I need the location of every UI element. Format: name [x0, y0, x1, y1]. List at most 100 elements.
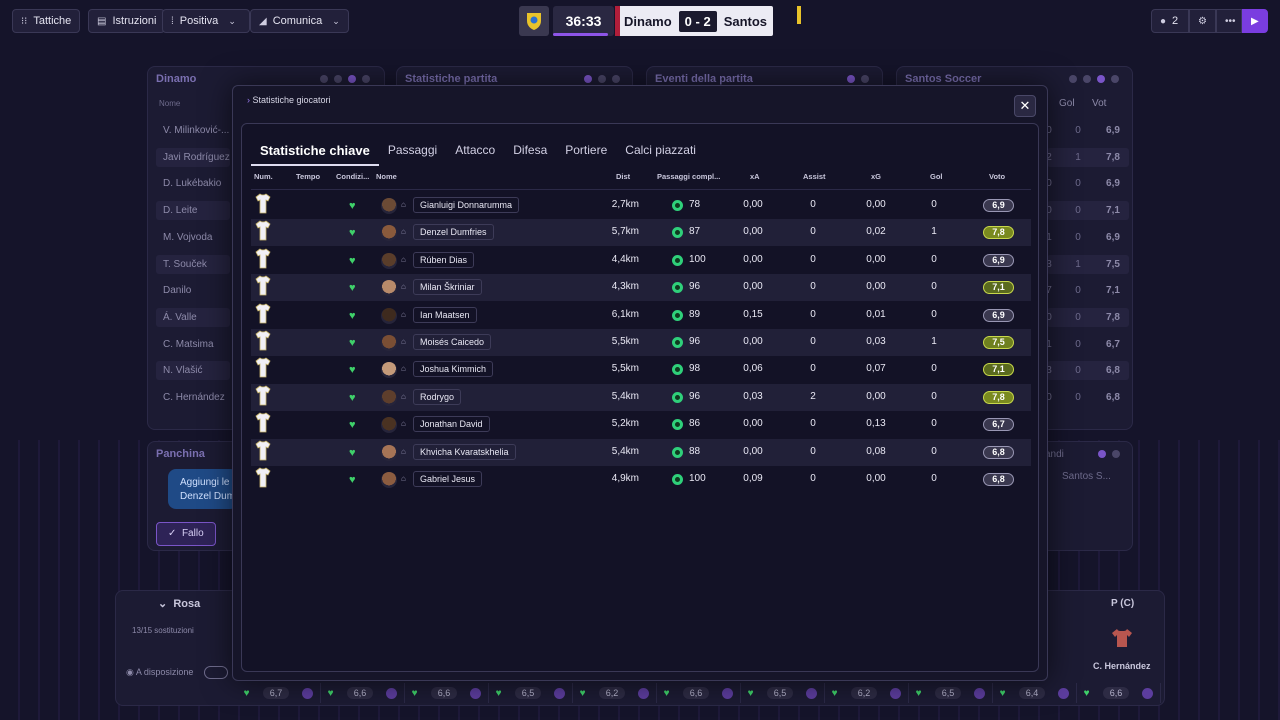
col-name[interactable]: Nome: [376, 172, 397, 181]
rating-cell[interactable]: ♥ 6,5: [489, 683, 573, 703]
foul-button[interactable]: ✓ Fallo: [156, 522, 216, 546]
more-button[interactable]: •••: [1216, 9, 1242, 33]
player-name[interactable]: Gianluigi Donnarumma: [413, 197, 520, 213]
table-row[interactable]: ♥ ⌂ Jonathan David 5,2km 86 0,00 0 0,13 0 6,7: [251, 411, 1031, 438]
table-row[interactable]: ♥ ⌂ Joshua Kimmich 5,5km 98 0,06 0 0,07 0 7,1: [251, 356, 1031, 383]
jersey-icon: [255, 330, 271, 351]
lineup-player[interactable]: D. Lukébakio: [163, 178, 222, 190]
tab-calci-piazzati[interactable]: Calci piazzati: [625, 143, 696, 157]
panel-pager[interactable]: [1098, 450, 1120, 458]
col-time[interactable]: Tempo: [296, 172, 321, 181]
xg-value: 0,02: [866, 226, 886, 238]
role-icon: ⌂: [401, 446, 406, 456]
panel-pager[interactable]: [320, 75, 370, 83]
table-row[interactable]: ♥ ⌂ Khvicha Kvaratskhelia 5,4km 88 0,00 0 0,08 0…: [251, 438, 1031, 466]
player-name[interactable]: Rodrygo: [413, 388, 462, 405]
rating-cell[interactable]: ♥ 6,6: [321, 683, 405, 703]
table-row[interactable]: ♥ ⌂ Moisés Caicedo 5,5km 96 0,00 0 0,03 1 7,5: [251, 329, 1031, 356]
communicate-dropdown[interactable]: ◢ Comunica ⌄: [250, 9, 349, 33]
gol-value: 0: [931, 199, 937, 210]
tab-portiere[interactable]: Portiere: [565, 143, 608, 157]
lineup-rating: 6,9: [1106, 231, 1120, 243]
player-name[interactable]: Milan Škriniar: [413, 279, 482, 296]
col-xg[interactable]: xG: [871, 172, 882, 181]
table-row[interactable]: ♥ ⌂ Milan Škriniar 4,3km 96 0,00 0 0,00 0 7,1: [251, 274, 1031, 302]
heart-icon: ♥: [327, 687, 334, 699]
gol-value: 0: [931, 308, 937, 320]
col-num[interactable]: Num.: [254, 172, 273, 181]
rating-cell[interactable]: ♥ 6,6: [405, 683, 489, 703]
col-xa[interactable]: xA: [750, 172, 760, 181]
status-dot-icon: [1058, 687, 1070, 699]
table-row[interactable]: ♥ ⌂ Rúben Dias 4,4km 100 0,00 0 0,00 0 6,9: [251, 247, 1031, 274]
player-name[interactable]: Rúben Dias: [413, 251, 475, 268]
lineup-player[interactable]: M. Vojvoda: [163, 231, 213, 243]
play-button[interactable]: ▶: [1242, 9, 1268, 33]
mentality-dropdown[interactable]: ⁞ Positiva ⌄: [162, 9, 250, 33]
rating-cell[interactable]: ♥ 6,2: [573, 683, 657, 703]
rosa-title[interactable]: ⌄ Rosa: [158, 598, 201, 610]
lineup-player[interactable]: C. Matsima: [163, 338, 214, 350]
heart-icon: ♥: [747, 687, 754, 699]
rating-cell[interactable]: ♥ 6,6: [657, 683, 741, 703]
rating-cell[interactable]: ♥ 6,7: [237, 683, 321, 703]
tab-statistiche-chiave[interactable]: Statistiche chiave: [251, 141, 379, 166]
players-button[interactable]: ● 2: [1151, 9, 1189, 33]
col-condition[interactable]: Condizi...: [336, 172, 370, 181]
lineup-player[interactable]: Javi Rodríguez: [156, 147, 230, 167]
available-toggle[interactable]: [204, 666, 228, 679]
lineup-player[interactable]: D. Leite: [156, 201, 230, 221]
instructions-button[interactable]: ▤ Istruzioni: [88, 9, 166, 33]
assist-value: 0: [810, 308, 816, 320]
player-name[interactable]: Khvicha Kvaratskhelia: [413, 443, 516, 460]
tab-difesa[interactable]: Difesa: [513, 143, 548, 157]
role-icon: ⌂: [401, 200, 406, 209]
distance-value: 5,5km: [611, 336, 639, 347]
panel-pager[interactable]: [847, 75, 869, 83]
player-name[interactable]: Ian Maatsen: [413, 306, 477, 323]
pass-indicator-icon: [672, 364, 683, 376]
player-name[interactable]: Joshua Kimmich: [413, 361, 494, 378]
table-row[interactable]: ♥ ⌂ Gabriel Jesus 4,9km 100 0,09 0 0,00 0 6,8: [251, 466, 1031, 493]
rating-cell[interactable]: ♥ 6,2: [825, 683, 909, 703]
player-name[interactable]: Gabriel Jesus: [413, 471, 483, 487]
player-name[interactable]: Moisés Caicedo: [413, 334, 492, 350]
communicate-label: Comunica: [272, 15, 323, 27]
rating-cell[interactable]: ♥ 6,6: [1077, 683, 1161, 703]
panel-pager[interactable]: [584, 75, 620, 83]
tab-attacco[interactable]: Attacco: [455, 143, 496, 157]
lineup-player[interactable]: T. Souček: [156, 254, 230, 274]
table-row[interactable]: ♥ ⌂ Gianluigi Donnarumma 2,7km 78 0,00 0 0,00 0 6…: [251, 192, 1031, 219]
col-passes[interactable]: Passaggi compl...: [657, 172, 721, 181]
table-row[interactable]: ♥ ⌂ Denzel Dumfries 5,7km 87 0,00 0 0,02 1 7,8: [251, 219, 1031, 247]
tab-passaggi[interactable]: Passaggi: [387, 143, 438, 157]
lineup-player[interactable]: N. Vlašić: [156, 361, 230, 381]
gol-value: 0: [931, 363, 937, 375]
stats-tabs: Statistiche chiave Passaggi Attacco Difesa P…: [251, 141, 705, 166]
tactics-button[interactable]: ⁝⁝ Tattiche: [12, 9, 81, 33]
rating-cell[interactable]: ♥ 6,4: [993, 683, 1077, 703]
lineup-player[interactable]: C. Hernández: [163, 392, 225, 403]
rating-cell[interactable]: ♥ 6,5: [909, 683, 993, 703]
rating-cell[interactable]: ♥ 6,5: [741, 683, 825, 703]
heart-icon: ♥: [349, 309, 356, 322]
table-row[interactable]: ♥ ⌂ Rodrygo 5,4km 96 0,03 2 0,00 0 7,8: [251, 383, 1031, 411]
panel-pager[interactable]: [1069, 75, 1119, 83]
xa-value: 0,00: [743, 199, 763, 210]
col-voto[interactable]: Voto: [989, 172, 1006, 181]
rating-value: 6,5: [766, 687, 794, 699]
close-button[interactable]: ✕: [1014, 95, 1036, 117]
col-assist[interactable]: Assist: [803, 172, 826, 181]
col-gol[interactable]: Gol: [930, 172, 943, 181]
lineup-player[interactable]: V. Milinković-...: [163, 125, 230, 136]
table-row[interactable]: ♥ ⌂ Ian Maatsen 6,1km 89 0,15 0 0,01 0 6,9: [251, 302, 1031, 329]
col-dist[interactable]: Dist: [616, 172, 631, 181]
player-name[interactable]: Denzel Dumfries: [413, 224, 494, 241]
player-name[interactable]: Jonathan David: [413, 416, 490, 433]
gol-value: 0: [931, 473, 937, 484]
settings-button[interactable]: ⚙: [1189, 9, 1216, 33]
role-icon: ⌂: [401, 309, 406, 319]
lineup-player[interactable]: Danilo: [163, 285, 192, 297]
lineup-player[interactable]: Á. Valle: [156, 307, 230, 327]
rating-value: 6,7: [262, 687, 290, 699]
